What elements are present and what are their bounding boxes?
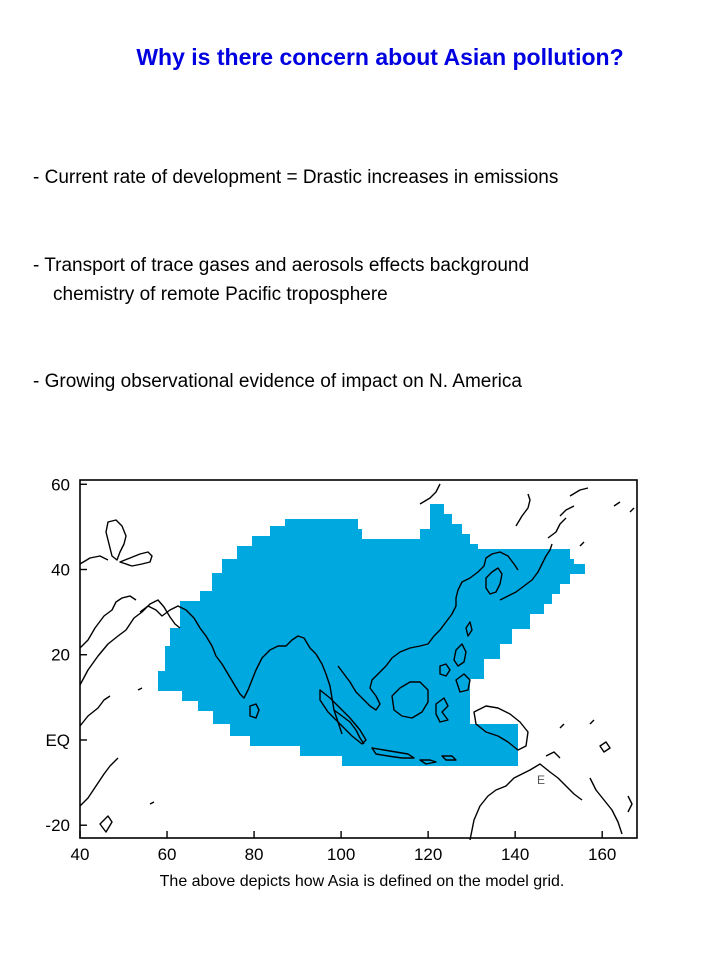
lon-tick-label: 60 (158, 845, 177, 860)
lat-tick-label: -20 (45, 816, 70, 835)
bullet-evidence: - Growing observational evidence of impa… (33, 367, 522, 396)
bullet-line: - Transport of trace gases and aerosols … (33, 255, 530, 276)
latitude-axis: 60 40 20 EQ -20 (45, 475, 87, 835)
map-frame (79, 479, 638, 839)
bullet-line-continued: chemistry of remote Pacific troposphere (53, 284, 388, 305)
lon-tick-label: 140 (501, 845, 529, 860)
lon-tick-label: 120 (414, 845, 442, 860)
lat-tick-label: EQ (45, 731, 70, 750)
asia-grid-region (158, 504, 585, 766)
bullet-transport: - Transport of trace gases and aerosols … (33, 251, 529, 309)
map-note-label: E (537, 773, 545, 787)
lon-tick-label: 160 (588, 845, 616, 860)
lat-tick-label: 60 (51, 475, 70, 494)
lon-tick-label: 80 (245, 845, 264, 860)
longitude-axis: 40 60 80 100 120 140 160 (71, 831, 616, 860)
lat-tick-label: 40 (51, 561, 70, 580)
lat-tick-label: 20 (51, 646, 70, 665)
coastlines (79, 483, 635, 841)
bullet-line: - Growing observational evidence of impa… (33, 371, 522, 392)
model-grid-map: E 40 60 80 100 120 140 160 60 40 20 EQ -20 (45, 475, 638, 860)
bullet-line: - Current rate of development = Drastic … (33, 167, 559, 188)
map-caption: The above depicts how Asia is defined on… (159, 873, 565, 890)
lon-tick-label: 100 (327, 845, 355, 860)
lon-tick-label: 40 (71, 845, 90, 860)
bullet-development: - Current rate of development = Drastic … (33, 163, 558, 192)
slide-title: Why is there concern about Asian polluti… (136, 44, 624, 70)
